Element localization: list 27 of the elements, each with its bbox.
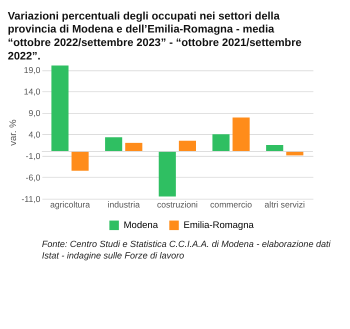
bar	[125, 142, 142, 152]
x-tick-label: commercio	[210, 200, 252, 210]
bar	[232, 118, 250, 152]
x-tick-label: costruzioni	[156, 200, 198, 210]
y-axis-title: var. %	[8, 118, 19, 146]
bar	[178, 140, 196, 152]
x-tick-label: altri servizi	[264, 200, 306, 210]
bar	[286, 151, 304, 156]
y-tick-label: 9,0	[28, 108, 41, 118]
chart-title: Variazioni percentuali degli occupati nei settori della provincia di Modena e dell’Emilia-Romagna - media “ottobre 2022/settembre 2023” - “ottobre 2021/settembre 2022”.	[8, 10, 302, 62]
y-tick-label: -1,0	[26, 151, 41, 162]
y-tick-label: 4,0	[28, 130, 41, 140]
legend-label: Modena	[124, 220, 159, 232]
x-tick-label: industria	[108, 200, 140, 210]
y-tick-label: -11,0	[22, 194, 41, 204]
y-tick-label: 19,0	[24, 65, 41, 76]
legend-label: Emilia-Romagna	[184, 220, 254, 232]
bar	[212, 134, 230, 152]
x-tick-label: agricoltura	[50, 200, 90, 210]
bar	[158, 151, 176, 197]
source-note: Fonte: Centro Studi e Statistica C.C.I.A.A. di Modena - elaborazione dati Istat - indagine sulle Forze di lavoro	[42, 239, 332, 261]
bar	[105, 137, 122, 152]
bar	[51, 66, 69, 152]
y-tick-label: 14,0	[24, 86, 41, 97]
y-tick-label: -6,0	[26, 172, 41, 183]
bar	[266, 145, 284, 152]
bar	[72, 151, 89, 171]
